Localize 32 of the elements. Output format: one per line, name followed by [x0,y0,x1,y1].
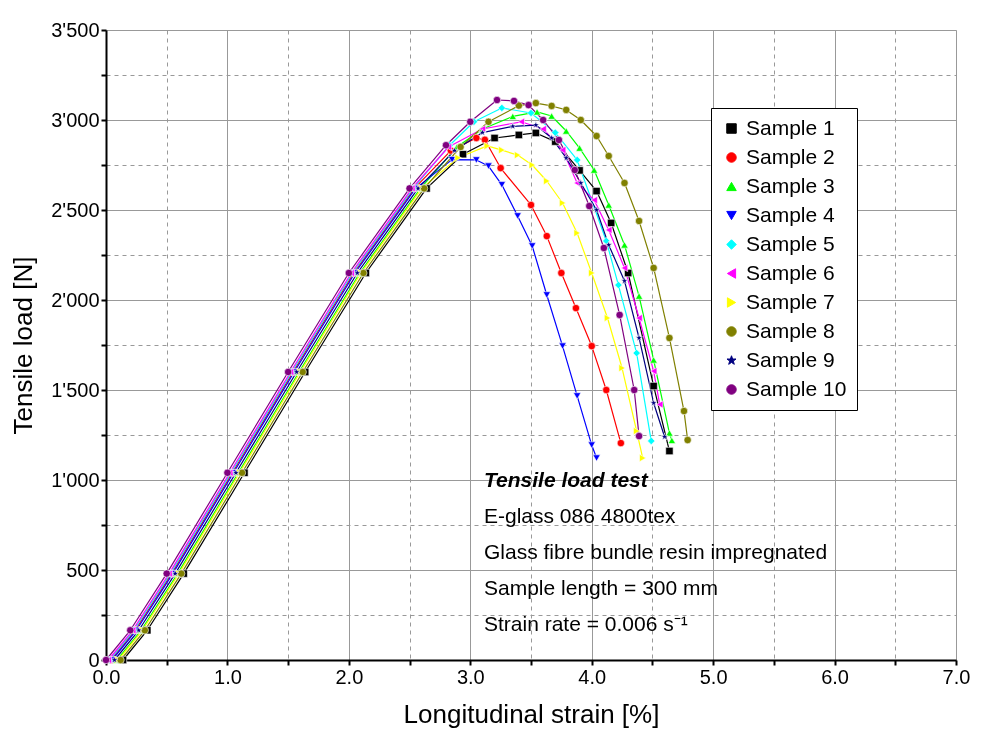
annotation: Glass fibre bundle resin impregnated [484,540,828,563]
x-tick-label: 2.0 [335,665,364,688]
legend-label: Sample 10 [746,376,847,400]
legend-label: Sample 1 [746,115,835,139]
x-tick-label: 7.0 [942,665,971,688]
legend-label: Sample 4 [746,202,836,226]
legend-label: Sample 2 [746,144,835,168]
y-tick-label: 3'500 [51,18,100,41]
annotation: E-glass 086 4800tex [484,504,676,527]
x-tick-label: 1.0 [214,665,242,688]
x-axis-title: Longitudinal strain [%] [403,698,660,729]
legend-label: Sample 5 [746,231,835,255]
annotation: Sample length = 300 mm [484,576,719,599]
y-tick-label: 2'500 [51,198,100,221]
x-tick-label: 5.0 [699,665,728,688]
legend-label: Sample 3 [746,173,835,197]
legend-label: Sample 8 [746,318,835,342]
y-tick-label: 500 [66,558,100,581]
y-tick-label: 0 [88,648,100,671]
legend-label: Sample 6 [746,260,835,284]
annotation: Tensile load test [484,468,649,491]
y-tick-label: 1'000 [51,468,100,491]
annotation: Strain rate = 0.006 s⁻¹ [484,612,688,635]
y-tick-label: 3'000 [51,108,100,131]
x-tick-label: 4.0 [578,665,607,688]
y-tick-label: 2'000 [51,288,100,311]
legend-label: Sample 9 [746,347,835,371]
x-tick-label: 3.0 [456,665,485,688]
y-axis-title: Tensile load [N] [8,256,39,435]
y-tick-label: 1'500 [51,378,100,401]
x-tick-label: 6.0 [821,665,849,688]
legend-label: Sample 7 [746,289,835,313]
